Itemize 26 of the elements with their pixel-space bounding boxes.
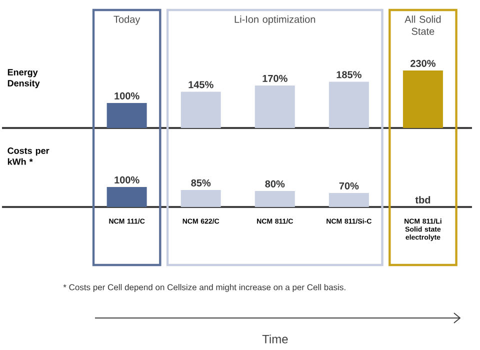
bar <box>254 190 295 207</box>
text: Li-Ion optimization <box>234 16 316 25</box>
text: Today <box>114 16 140 25</box>
bar <box>106 102 147 128</box>
bar <box>328 82 369 128</box>
text: All Solid State <box>404 16 441 35</box>
bar <box>180 92 221 128</box>
text: * Costs per Cell depend on Cellsize and might increase on a per Cell basis. <box>63 284 346 292</box>
x-axis-title: Time <box>262 334 288 344</box>
data-label: 85% <box>191 179 211 186</box>
data-label: 80% <box>265 180 285 188</box>
y-axis-title: Energy Density <box>8 69 40 88</box>
data-label: 70% <box>339 182 359 190</box>
text: tbd <box>415 196 430 204</box>
bar <box>106 186 147 207</box>
data-label: 145% <box>188 81 214 88</box>
data-label: 170% <box>262 74 288 82</box>
bar <box>180 190 221 207</box>
bar <box>402 70 443 128</box>
data-label: 100% <box>114 176 140 184</box>
y-axis-title: Costs per kWh * <box>8 148 50 165</box>
bar <box>254 85 295 128</box>
data-label: 100% <box>114 92 140 100</box>
data-label: 230% <box>410 60 436 67</box>
bar <box>328 192 369 207</box>
data-label: 185% <box>336 71 362 78</box>
